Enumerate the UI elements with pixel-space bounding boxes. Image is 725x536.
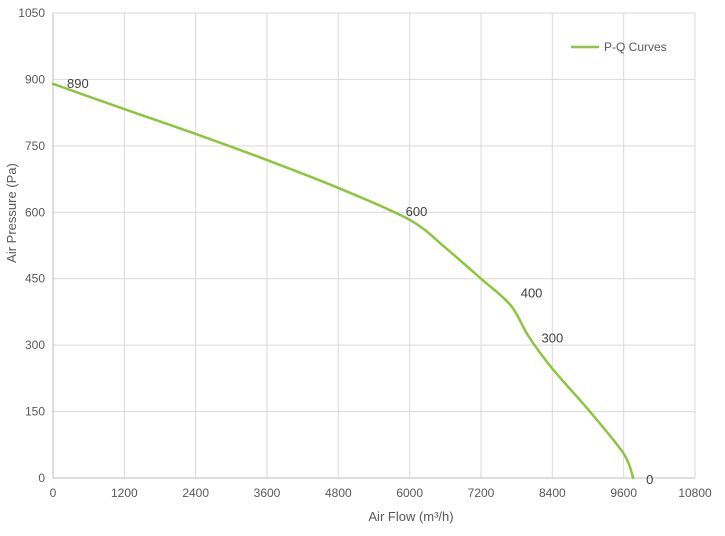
- y-tick-label-2: 300: [25, 338, 45, 352]
- y-tick-label-1: 150: [25, 405, 45, 419]
- axes: [52, 13, 695, 479]
- data-label-1: 600: [406, 204, 428, 219]
- series-lines: [51, 82, 635, 480]
- x-tick-label-9: 10800: [678, 486, 712, 500]
- data-label-0: 890: [67, 76, 89, 91]
- tick-labels: 0 1200 2400 3600 4800 6000 7200 8400 9600 1080001…: [18, 6, 712, 500]
- y-tick-label-3: 450: [25, 272, 45, 286]
- series-line-0: [51, 82, 635, 480]
- y-axis-title: Air Pressure (Pa): [4, 163, 19, 263]
- y-tick-label-4: 600: [25, 205, 45, 219]
- x-tick-label-2: 2400: [182, 486, 209, 500]
- x-tick-label-1: 1200: [111, 486, 138, 500]
- x-tick-label-6: 7200: [468, 486, 495, 500]
- legend: P-Q Curves: [571, 40, 667, 54]
- x-tick-label-5: 6000: [396, 486, 423, 500]
- y-tick-label-6: 900: [25, 72, 45, 86]
- grid-lines: [53, 12, 696, 478]
- data-label-4: 0: [646, 472, 653, 487]
- x-tick-label-7: 8400: [539, 486, 566, 500]
- y-tick-label-0: 0: [38, 471, 45, 485]
- y-tick-label-5: 750: [25, 139, 45, 153]
- data-label-3: 300: [542, 330, 564, 345]
- y-tick-label-7: 1050: [18, 6, 45, 20]
- x-tick-label-0: 0: [50, 486, 57, 500]
- legend-label-0: P-Q Curves: [604, 40, 667, 54]
- x-tick-label-3: 3600: [254, 486, 281, 500]
- data-labels: 890 600 400 300 0: [67, 76, 653, 487]
- x-tick-label-4: 4800: [325, 486, 352, 500]
- x-tick-label-8: 9600: [610, 486, 637, 500]
- x-axis-title: Air Flow (m³/h): [368, 509, 453, 524]
- data-label-2: 400: [521, 285, 543, 300]
